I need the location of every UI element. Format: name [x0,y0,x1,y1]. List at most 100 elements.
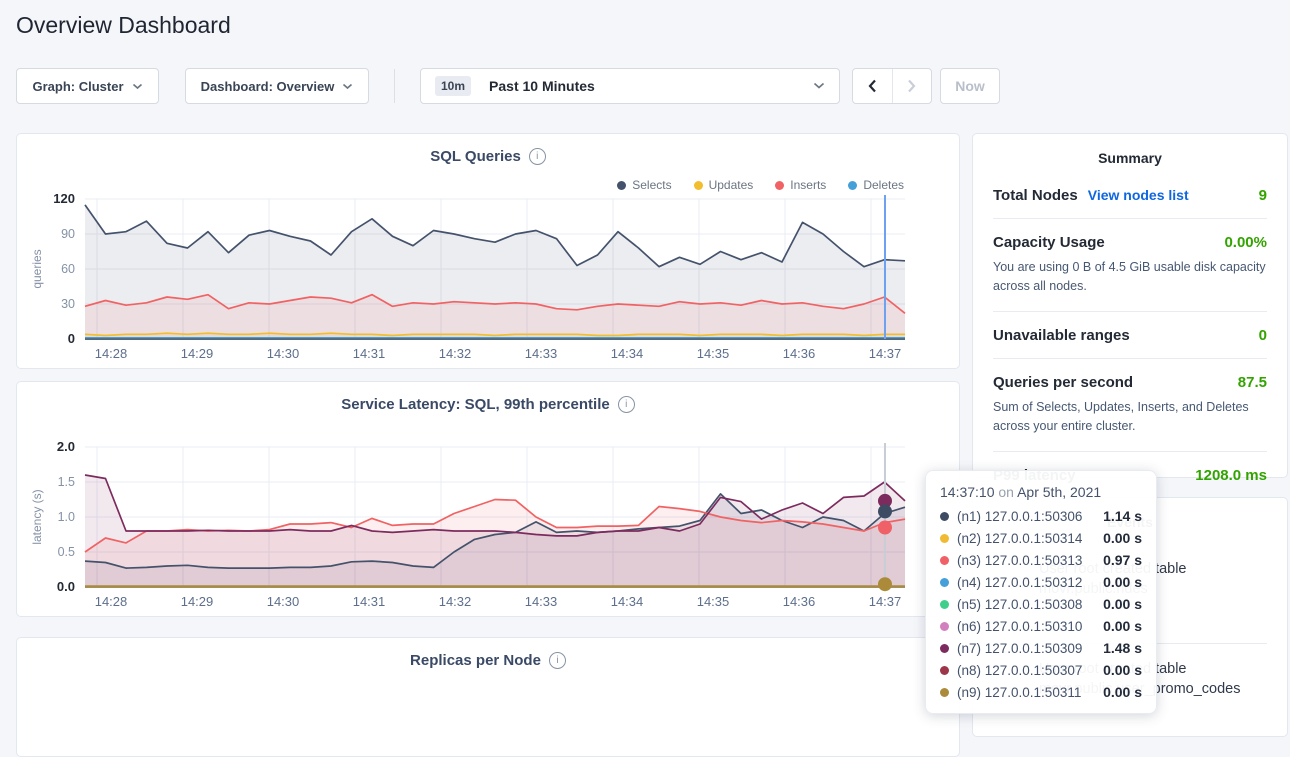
svg-text:14:34: 14:34 [611,346,644,361]
tooltip-row: (n7) 127.0.0.1:50309 1.48 s [940,639,1142,657]
svg-text:14:36: 14:36 [783,346,816,361]
summary-row-label: Total Nodes [993,187,1078,204]
tooltip-row: (n9) 127.0.0.1:50311 0.00 s [940,683,1142,701]
tooltip-row-value: 0.00 s [1103,596,1142,612]
tooltip-row-label: (n5) 127.0.0.1:50308 [957,596,1083,612]
chevron-down-icon [813,82,825,89]
tooltip-sep: on [998,484,1014,500]
legend-label: Selects [632,178,672,192]
series-dot-icon [940,599,949,609]
summary-row: Capacity Usage 0.00% You are using 0 B of … [993,218,1267,311]
svg-text:14:31: 14:31 [353,346,386,361]
svg-text:0.0: 0.0 [57,579,75,594]
tooltip-time: 14:37:10 [940,484,995,500]
service-latency-chart[interactable]: 0.0 0.5 1.0 1.5 2.0 14:28 14:29 14:30 14:31 14:32… [23,433,915,611]
dashboard-dropdown-label: Dashboard: Overview [200,78,335,94]
chevron-right-icon [908,79,916,93]
summary-row-value: 9 [1258,187,1267,204]
info-icon[interactable]: i [617,396,635,413]
series-dot-icon [940,665,949,675]
chevron-left-icon [868,79,876,93]
svg-text:14:28: 14:28 [95,594,128,609]
svg-text:0.5: 0.5 [58,545,75,559]
svg-text:latency (s): latency (s) [30,489,44,544]
replicas-title: Replicas per Node i [17,652,959,669]
tooltip-row-value: 0.00 s [1103,662,1142,678]
tooltip-row-label: (n3) 127.0.0.1:50313 [957,552,1083,568]
summary-row-value: 0 [1258,326,1267,344]
info-icon[interactable]: i [548,652,566,669]
legend-dot-icon [775,180,785,190]
replicas-card: Replicas per Node i [16,637,960,757]
svg-text:14:37: 14:37 [869,346,902,361]
svg-text:14:32: 14:32 [439,346,472,361]
legend-label: Updates [708,178,754,192]
tooltip-row-label: (n6) 127.0.0.1:50310 [957,618,1083,634]
tooltip-row-value: 0.00 s [1103,684,1142,700]
tooltip-row-label: (n2) 127.0.0.1:50314 [957,530,1083,546]
legend-item[interactable]: Inserts [775,178,826,192]
time-step-buttons [852,68,932,104]
graph-dropdown[interactable]: Graph: Cluster [16,68,159,104]
controls-divider [394,69,395,103]
tooltip-row: (n4) 127.0.0.1:50312 0.00 s [940,573,1142,591]
chevron-down-icon [343,83,353,89]
tooltip-date: Apr 5th, 2021 [1017,484,1102,500]
tooltip-row-value: 1.48 s [1103,640,1142,656]
info-icon[interactable]: i [528,148,546,165]
summary-row-subtext: Sum of Selects, Updates, Inserts, and De… [993,399,1249,434]
page-title: Overview Dashboard [16,12,231,38]
summary-row: Queries per second 87.5 Sum of Selects, Up… [993,357,1267,451]
sql-queries-title: SQL Queries i [17,148,959,165]
legend-dot-icon [693,180,703,190]
time-prev-button[interactable] [853,69,892,103]
legend-item[interactable]: Deletes [848,178,904,192]
summary-row-subtext: You are using 0 B of 4.5 GiB usable disk… [993,260,1266,294]
controls-bar: Graph: Cluster Dashboard: Overview 10m P… [0,68,1290,106]
chart-hover-tooltip: 14:37:10 on Apr 5th, 2021 (n1) 127.0.0.1… [925,470,1157,714]
svg-text:queries: queries [30,249,44,288]
time-range-badge: 10m [435,76,472,96]
series-dot-icon [940,621,949,631]
legend-item[interactable]: Updates [693,178,754,192]
legend-label: Inserts [790,178,827,192]
svg-text:14:31: 14:31 [353,594,386,609]
tooltip-row-value: 0.00 s [1103,530,1142,546]
tooltip-row: (n3) 127.0.0.1:50313 0.97 s [940,551,1142,569]
time-range-dropdown[interactable]: 10m Past 10 Minutes [420,68,840,104]
series-dot-icon [940,643,949,653]
sql-queries-legend: Selects Updates Inserts Deletes [617,178,904,192]
summary-row-value: 87.5 [1237,373,1267,391]
legend-dot-icon [848,180,858,190]
replicas-title-text: Replicas per Node [410,652,541,669]
svg-text:2.0: 2.0 [57,439,75,454]
svg-text:60: 60 [61,262,75,276]
tooltip-row-value: 0.00 s [1103,574,1142,590]
summary-title: Summary [1098,150,1162,166]
summary-row: Total Nodes View nodes list 9 [993,172,1267,218]
tooltip-row-label: (n9) 127.0.0.1:50311 [957,684,1082,700]
summary-row: Unavailable ranges 0 [993,310,1267,358]
svg-text:120: 120 [53,191,75,206]
time-next-button[interactable] [891,69,932,103]
svg-text:14:30: 14:30 [267,346,300,361]
sql-queries-chart[interactable]: 0 30 60 90 120 14:28 14:29 14:30 14:31 14:32 14:33… [23,185,915,363]
svg-text:14:34: 14:34 [611,594,644,609]
tooltip-row-label: (n8) 127.0.0.1:50307 [957,662,1083,678]
svg-text:14:37: 14:37 [869,594,902,609]
svg-text:14:36: 14:36 [783,594,816,609]
svg-text:1.0: 1.0 [58,510,75,524]
svg-text:14:35: 14:35 [697,594,730,609]
tooltip-row: (n1) 127.0.0.1:50306 1.14 s [940,507,1142,525]
dashboard-dropdown[interactable]: Dashboard: Overview [185,68,369,104]
tooltip-row-value: 1.14 s [1103,508,1142,524]
svg-text:90: 90 [61,227,75,241]
svg-text:14:32: 14:32 [439,594,472,609]
now-button[interactable]: Now [940,68,1000,104]
service-latency-title-text: Service Latency: SQL, 99th percentile [341,396,610,413]
legend-item[interactable]: Selects [617,178,672,192]
view-nodes-list-link[interactable]: View nodes list [1087,187,1189,203]
series-dot-icon [940,577,949,587]
summary-row-value: 1208.0 ms [1195,466,1267,484]
series-dot-icon [940,555,949,565]
